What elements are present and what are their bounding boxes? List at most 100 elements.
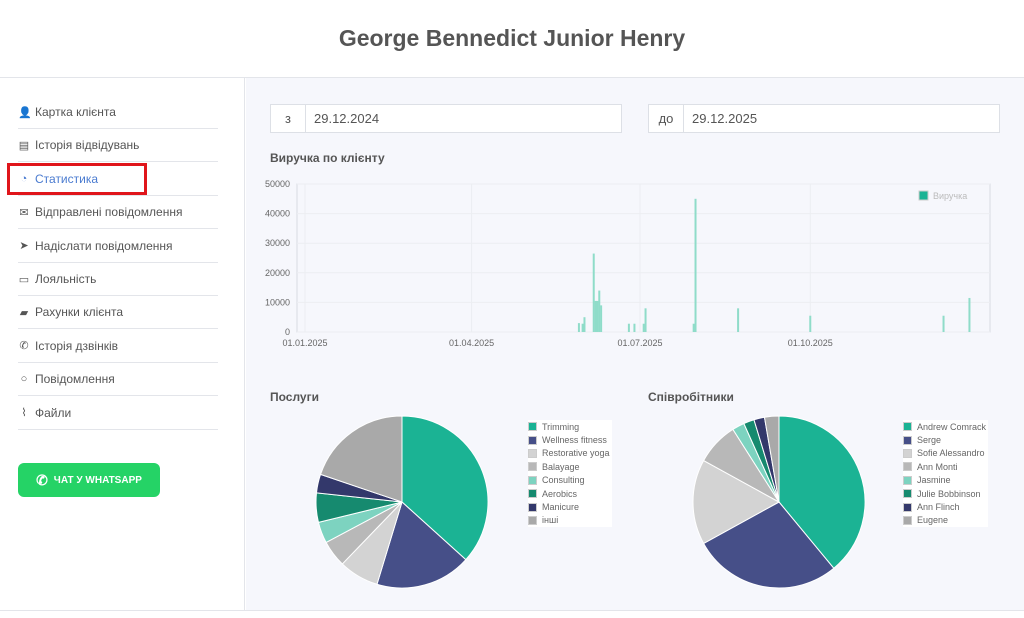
legend-label: Виручка — [933, 191, 967, 201]
sidebar-item-6[interactable]: ▰ Рахунки клієнта — [18, 296, 218, 330]
legend-swatch — [903, 435, 912, 445]
legend-swatch — [903, 422, 912, 432]
revenue-bar — [809, 315, 812, 332]
revenue-bar — [627, 323, 630, 332]
revenue-bar — [600, 305, 603, 332]
paperclip-icon: ⌇ — [21, 407, 27, 420]
legend-item: Aerobics — [528, 487, 612, 500]
legend-item: Serge — [903, 433, 988, 446]
legend-item: Balayage — [528, 460, 612, 473]
legend-swatch — [903, 515, 912, 525]
legend-item: Eugene — [903, 514, 988, 527]
date-to-field[interactable]: до 29.12.2025 — [648, 104, 1000, 133]
plot-frame — [296, 183, 991, 333]
sidebar-item-label: Рахунки клієнта — [35, 305, 124, 320]
briefcase-icon: ▰ — [19, 306, 29, 319]
date-to-input[interactable]: 29.12.2025 — [692, 111, 758, 126]
sidebar — [0, 78, 245, 610]
revenue-bar — [968, 297, 971, 332]
legend-item: Jasmine — [903, 474, 988, 487]
sidebar-item-7[interactable]: ✆ Історія дзвінків — [18, 330, 218, 363]
legend-item: Consulting — [528, 474, 612, 487]
services-pie-chart — [315, 415, 489, 589]
revenue-bar — [692, 323, 695, 332]
sidebar-item-9[interactable]: ⌇ Файли — [18, 397, 218, 430]
legend-swatch — [528, 489, 537, 499]
pie-slice — [778, 415, 866, 569]
sidebar-item-label: Статистика — [35, 171, 99, 186]
legend-swatch — [528, 448, 537, 458]
revenue-chart-title: Виручка по клієнту — [270, 151, 385, 165]
pie-slice — [319, 415, 403, 503]
page-title: George Bennedict Junior Henry — [338, 25, 686, 51]
legend-swatch — [903, 502, 912, 512]
revenue-bar — [942, 315, 945, 332]
y-tick-label: 40000 — [265, 209, 290, 219]
x-tick-label: 01.10.2025 — [788, 338, 833, 348]
revenue-bar — [644, 308, 647, 332]
sidebar-item-8[interactable]: ○ Повідомлення — [18, 363, 218, 397]
pie-slice — [376, 501, 467, 589]
legend-item: Wellness fitness — [528, 433, 612, 446]
revenue-bar — [737, 308, 740, 332]
sidebar-item-2[interactable]: ◔ Статистика — [18, 163, 218, 196]
legend-swatch — [528, 475, 537, 485]
table-icon: ▤ — [18, 139, 30, 152]
legend-item: Julie Bobbinson — [903, 487, 988, 500]
sidebar-item-4[interactable]: ➤ Надіслати повідомлення — [18, 230, 218, 263]
paper-plane-icon: ➤ — [19, 240, 29, 253]
services-chart-title: Послуги — [270, 390, 319, 404]
legend-item: інші — [528, 514, 612, 527]
comment-icon: ○ — [20, 373, 28, 386]
legend-swatch — [528, 502, 537, 512]
sidebar-item-label: Файли — [35, 405, 72, 420]
date-from-field[interactable]: з 29.12.2024 — [270, 104, 622, 133]
pie-slice — [763, 415, 780, 503]
sidebar-item-label: Надіслати повідомлення — [35, 238, 173, 253]
y-tick-label: 30000 — [265, 238, 290, 248]
x-tick-label: 01.04.2025 — [449, 338, 494, 348]
whatsapp-chat-button[interactable]: ✆ ЧАТ У WHATSAPP — [18, 463, 160, 497]
legend-item: Ann Flinch — [903, 500, 988, 513]
sidebar-item-0[interactable]: 👤 Картка клієнта — [18, 96, 218, 129]
staff-chart-title: Співробітники — [648, 390, 734, 404]
sidebar-item-1[interactable]: ▤ Історія відвідувань — [18, 129, 218, 163]
sidebar-item-3[interactable]: ✉ Відправлені повідомлення — [18, 196, 218, 230]
y-tick-label: 10000 — [265, 297, 290, 307]
revenue-bar — [598, 290, 601, 332]
legend-swatch — [528, 435, 537, 445]
pie-slice — [692, 459, 781, 545]
revenue-bar — [596, 300, 599, 332]
sidebar-item-label: Історія дзвінків — [35, 338, 119, 353]
envelope-icon: ✉ — [19, 206, 29, 219]
sidebar-item-label: Повідомлення — [35, 372, 115, 387]
legend-item: Trimming — [528, 420, 612, 433]
phone-icon: ✆ — [19, 340, 29, 353]
legend-swatch — [903, 489, 912, 499]
legend-swatch — [903, 475, 912, 485]
x-tick-label: 01.07.2025 — [617, 338, 662, 348]
pie-slice — [702, 501, 835, 589]
sidebar-item-label: Картка клієнта — [35, 105, 116, 119]
legend-item: Ann Monti — [903, 460, 988, 473]
revenue-chart: 0 10000 20000 30000 40000 50000 01.01.2025 01.0… — [265, 179, 991, 348]
whatsapp-icon: ✆ — [36, 471, 48, 488]
active-item-highlight — [7, 163, 147, 195]
legend-item: Sofie Alessandro — [903, 447, 988, 460]
y-tick-label: 0 — [285, 327, 290, 337]
legend-swatch — [918, 190, 929, 201]
legend-swatch — [528, 462, 537, 472]
legend-swatch — [528, 515, 537, 525]
staff-legend: Andrew Comrack Serge Sofie Alessandro Ann M… — [903, 420, 989, 528]
legend-item: Andrew Comrack — [903, 420, 988, 433]
sidebar-item-5[interactable]: ▭ Лояльність — [18, 263, 218, 296]
x-tick-label: 01.01.2025 — [282, 338, 327, 348]
date-from-input[interactable]: 29.12.2024 — [314, 111, 380, 126]
legend-swatch — [528, 422, 537, 432]
y-tick-label: 50000 — [265, 179, 290, 189]
revenue-bar — [694, 198, 697, 332]
legend-swatch — [903, 448, 912, 458]
user-icon: 👤 — [18, 106, 32, 119]
services-legend: Trimming Wellness fitness Restorative yoga… — [528, 420, 612, 528]
revenue-bar — [633, 323, 636, 332]
